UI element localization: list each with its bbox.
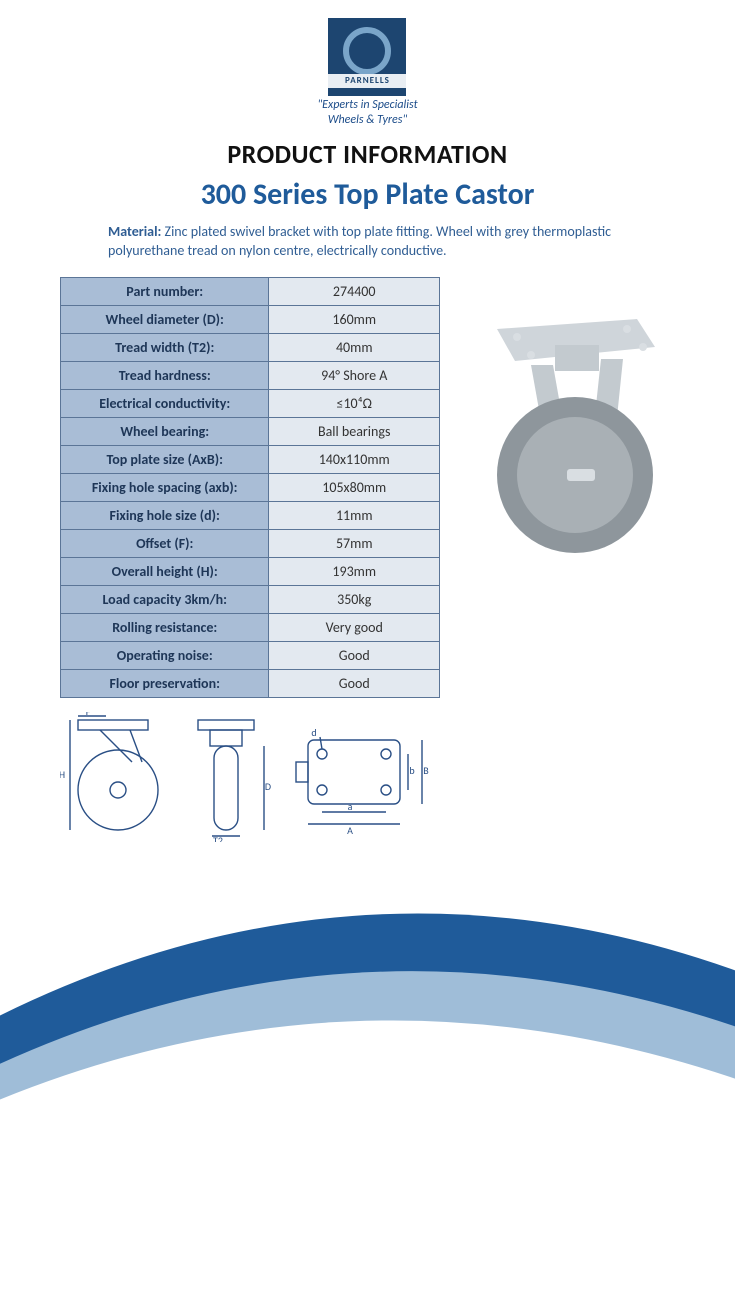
spec-table: Part number:274400Wheel diameter (D):160… — [60, 277, 440, 698]
spec-label: Tread width (T2): — [61, 333, 269, 361]
material-label: Material: — [108, 223, 161, 240]
spec-value: 11mm — [269, 501, 440, 529]
spec-label: Offset (F): — [61, 529, 269, 557]
spec-label: Operating noise: — [61, 641, 269, 669]
spec-value: ≤10⁴Ω — [269, 389, 440, 417]
dim-H: H — [60, 768, 65, 781]
dim-B: B — [423, 764, 429, 777]
table-row: Tread hardness:94° Shore A — [61, 361, 440, 389]
spec-value: 57mm — [269, 529, 440, 557]
table-row: Fixing hole size (d):11mm — [61, 501, 440, 529]
spec-value: Good — [269, 641, 440, 669]
spec-label: Top plate size (AxB): — [61, 445, 269, 473]
dim-a: a — [348, 800, 353, 813]
spec-label: Fixing hole spacing (axb): — [61, 473, 269, 501]
dim-d: d — [311, 726, 316, 739]
diagram-icon: F H T2 D — [60, 712, 440, 842]
spec-label: Floor preservation: — [61, 669, 269, 697]
dim-F: F — [86, 712, 91, 718]
spec-value: 94° Shore A — [269, 361, 440, 389]
tagline-line1: "Experts in Specialist — [317, 98, 417, 113]
table-row: Tread width (T2):40mm — [61, 333, 440, 361]
castor-icon — [467, 299, 667, 559]
spec-label: Rolling resistance: — [61, 613, 269, 641]
product-illustration — [458, 277, 675, 559]
material-description: Material: Zinc plated swivel bracket wit… — [108, 223, 668, 261]
material-text: Zinc plated swivel bracket with top plat… — [108, 223, 611, 259]
spec-value: Ball bearings — [269, 417, 440, 445]
spec-value: 105x80mm — [269, 473, 440, 501]
spec-value: Very good — [269, 613, 440, 641]
spec-value: 160mm — [269, 305, 440, 333]
spec-value: 40mm — [269, 333, 440, 361]
page-title: PRODUCT INFORMATION — [60, 138, 675, 170]
brand-logo-block: PARNELLS "Experts in Specialist Wheels &… — [60, 18, 675, 128]
table-row: Operating noise:Good — [61, 641, 440, 669]
logo-badge: PARNELLS — [328, 18, 406, 96]
logo-ring-icon — [343, 27, 391, 75]
spec-label: Wheel diameter (D): — [61, 305, 269, 333]
table-row: Part number:274400 — [61, 277, 440, 305]
spec-label: Load capacity 3km/h: — [61, 585, 269, 613]
table-row: Offset (F):57mm — [61, 529, 440, 557]
spec-label: Overall height (H): — [61, 557, 269, 585]
spec-label: Wheel bearing: — [61, 417, 269, 445]
table-row: Overall height (H):193mm — [61, 557, 440, 585]
spec-label: Electrical conductivity: — [61, 389, 269, 417]
table-row: Wheel bearing:Ball bearings — [61, 417, 440, 445]
brand-logo: PARNELLS "Experts in Specialist Wheels &… — [317, 18, 417, 128]
spec-value: 350kg — [269, 585, 440, 613]
table-row: Wheel diameter (D):160mm — [61, 305, 440, 333]
spec-label: Part number: — [61, 277, 269, 305]
dim-D: D — [265, 780, 271, 793]
dim-T2: T2 — [213, 834, 223, 842]
footer-swoosh — [0, 784, 735, 1304]
dimension-diagrams: F H T2 D — [60, 712, 440, 847]
logo-brand-name: PARNELLS — [328, 74, 406, 88]
spec-label: Fixing hole size (d): — [61, 501, 269, 529]
table-row: Electrical conductivity:≤10⁴Ω — [61, 389, 440, 417]
dim-b: b — [409, 764, 414, 777]
spec-value: 140x110mm — [269, 445, 440, 473]
table-row: Rolling resistance:Very good — [61, 613, 440, 641]
spec-value: Good — [269, 669, 440, 697]
spec-value: 274400 — [269, 277, 440, 305]
product-title: 300 Series Top Plate Castor — [60, 176, 675, 213]
spec-label: Tread hardness: — [61, 361, 269, 389]
spec-value: 193mm — [269, 557, 440, 585]
dim-A: A — [347, 824, 353, 837]
table-row: Load capacity 3km/h:350kg — [61, 585, 440, 613]
table-row: Top plate size (AxB):140x110mm — [61, 445, 440, 473]
logo-tagline: "Experts in Specialist Wheels & Tyres" — [317, 98, 417, 128]
table-row: Fixing hole spacing (axb):105x80mm — [61, 473, 440, 501]
table-row: Floor preservation:Good — [61, 669, 440, 697]
tagline-line2: Wheels & Tyres" — [317, 113, 417, 128]
